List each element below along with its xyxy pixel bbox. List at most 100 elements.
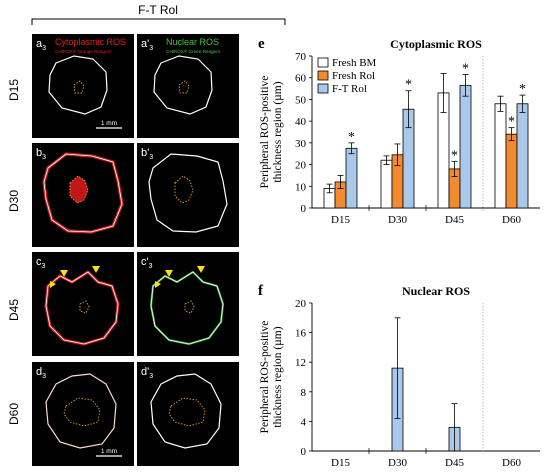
bar <box>345 147 358 209</box>
d15-core-outline <box>73 80 85 94</box>
d60-tissue-outline <box>45 373 117 449</box>
legend-swatch <box>317 57 329 68</box>
y-axis-label-line: Peripheral ROS-positive <box>259 76 271 189</box>
panel-label-c: c <box>36 256 42 268</box>
legend-swatch <box>317 83 329 94</box>
y-tick-label: 4 <box>301 416 307 428</box>
legend-label: Fresh Rol <box>332 70 375 82</box>
panel-letter: f <box>258 283 264 299</box>
x-tick-label: D45 <box>445 457 464 469</box>
x-tick-label: D15 <box>331 457 350 469</box>
d45-core-outline <box>79 300 90 314</box>
chart-title: Cytoplasmic ROS <box>390 37 482 51</box>
d45-prime-tissue-outline <box>150 271 224 345</box>
stain-subtitle-cytoplasmic: CellROX® Orange Reagent <box>55 48 112 54</box>
d30-tissue-outline <box>43 153 123 233</box>
scale-bar-label: 1 mm <box>101 120 117 127</box>
d60-prime-core-outline <box>168 397 206 427</box>
chart-cytoplasmic-ros: e Cytoplasmic ROS Peripheral ROS-positivet… <box>258 36 540 226</box>
y-tick-label: 60 <box>295 73 307 85</box>
chart-nuclear-ros: f Nuclear ROS Peripheral ROS-positivethick… <box>258 283 540 469</box>
y-axis-label-line: thickness region (µm) <box>272 81 284 182</box>
svg-text:a3: a3 <box>36 38 46 52</box>
row-label-d45: D45 <box>7 299 21 321</box>
y-axis-label-line: Peripheral ROS-positive <box>259 321 271 434</box>
bar <box>380 159 393 209</box>
d30-prime-core-outline <box>174 175 194 204</box>
panel-subscript: 3 <box>42 45 46 52</box>
d15-prime-core-outline <box>178 80 190 94</box>
scale-bar-label: 1 mm <box>101 448 117 455</box>
d15-prime-tissue-outline <box>153 55 213 115</box>
panel-label-d-prime: d' <box>141 366 149 378</box>
x-tick-label: D30 <box>388 214 407 226</box>
stain-subtitle-nuclear: CellROX® Green Reagent <box>166 48 221 54</box>
panel-label-b-prime: b' <box>141 147 149 159</box>
y-tick-label: 12 <box>295 357 306 369</box>
legend-label: Fresh BM <box>332 57 377 69</box>
svg-text:c'3: c'3 <box>141 256 153 270</box>
d15-tissue-outline <box>48 55 108 115</box>
arrowhead-icon <box>197 266 205 273</box>
stain-title-nuclear: Nuclear ROS <box>166 37 219 47</box>
arrowhead-icon <box>50 281 56 288</box>
panel-label-a: a <box>36 38 43 50</box>
group-header: F-T Rol <box>138 3 178 17</box>
y-tick-label: 50 <box>295 94 307 106</box>
y-tick-label: 16 <box>295 328 307 340</box>
significance-marker: * <box>519 82 526 97</box>
row-label-d60: D60 <box>7 403 21 425</box>
arrowhead-icon <box>60 270 68 277</box>
y-tick-label: 0 <box>301 203 307 215</box>
panel-subscript: 3 <box>42 154 46 161</box>
panel-subscript: 3 <box>149 45 153 52</box>
significance-marker: * <box>348 130 355 145</box>
y-tick-label: 20 <box>295 160 307 172</box>
svg-text:b'3: b'3 <box>141 147 153 161</box>
significance-marker: * <box>451 148 458 163</box>
y-tick-label: 20 <box>295 298 307 310</box>
panel-label-b: b <box>36 147 42 159</box>
y-tick-label: 40 <box>295 116 307 128</box>
svg-text:d3: d3 <box>36 366 46 380</box>
d60-prime-tissue-outline <box>150 373 222 449</box>
group-bracket <box>31 18 286 25</box>
panel-subscript: 3 <box>149 154 153 161</box>
row-label-d15: D15 <box>7 79 21 101</box>
legend-label: F-T Rol <box>332 83 367 95</box>
x-tick-label: D60 <box>502 457 521 469</box>
panel-subscript: 3 <box>149 373 153 380</box>
y-tick-label: 70 <box>295 51 307 63</box>
x-tick-label: D15 <box>331 214 350 226</box>
bar <box>494 103 507 209</box>
y-axis-label: Peripheral ROS-positivethickness region … <box>259 321 284 434</box>
panel-d-prime-bg <box>137 362 239 466</box>
svg-text:a'3: a'3 <box>141 38 153 52</box>
svg-text:b3: b3 <box>36 147 46 161</box>
panel-label-c-prime: c' <box>141 256 149 268</box>
y-axis-label-line: thickness region (µm) <box>272 326 284 427</box>
chart-title: Nuclear ROS <box>402 284 470 298</box>
significance-marker: * <box>405 78 412 93</box>
panel-subscript: 3 <box>42 373 46 380</box>
y-tick-label: 10 <box>295 181 307 193</box>
svg-text:c3: c3 <box>36 256 46 270</box>
y-tick-label: 30 <box>295 138 307 150</box>
panel-subscript: 3 <box>149 263 153 270</box>
y-axis-label: Peripheral ROS-positivethickness region … <box>259 76 284 189</box>
significance-marker: * <box>462 61 469 76</box>
d45-prime-core-outline <box>184 300 195 314</box>
arrowhead-icon <box>92 266 100 273</box>
x-tick-label: D60 <box>502 214 521 226</box>
arrowhead-icon <box>165 270 173 277</box>
x-tick-label: D30 <box>388 457 407 469</box>
bar <box>516 103 529 209</box>
d30-core-outline <box>69 175 89 204</box>
x-tick-label: D45 <box>445 214 464 226</box>
panel-d-bg <box>32 362 134 466</box>
micrograph-panel: F-T Rol D15 D30 D45 D60 a3 a'3 b3 b'3 c3… <box>7 3 286 466</box>
bar <box>505 133 518 209</box>
panel-label-a-prime: a' <box>141 38 149 50</box>
d45-arrowhead-markers <box>50 266 205 288</box>
